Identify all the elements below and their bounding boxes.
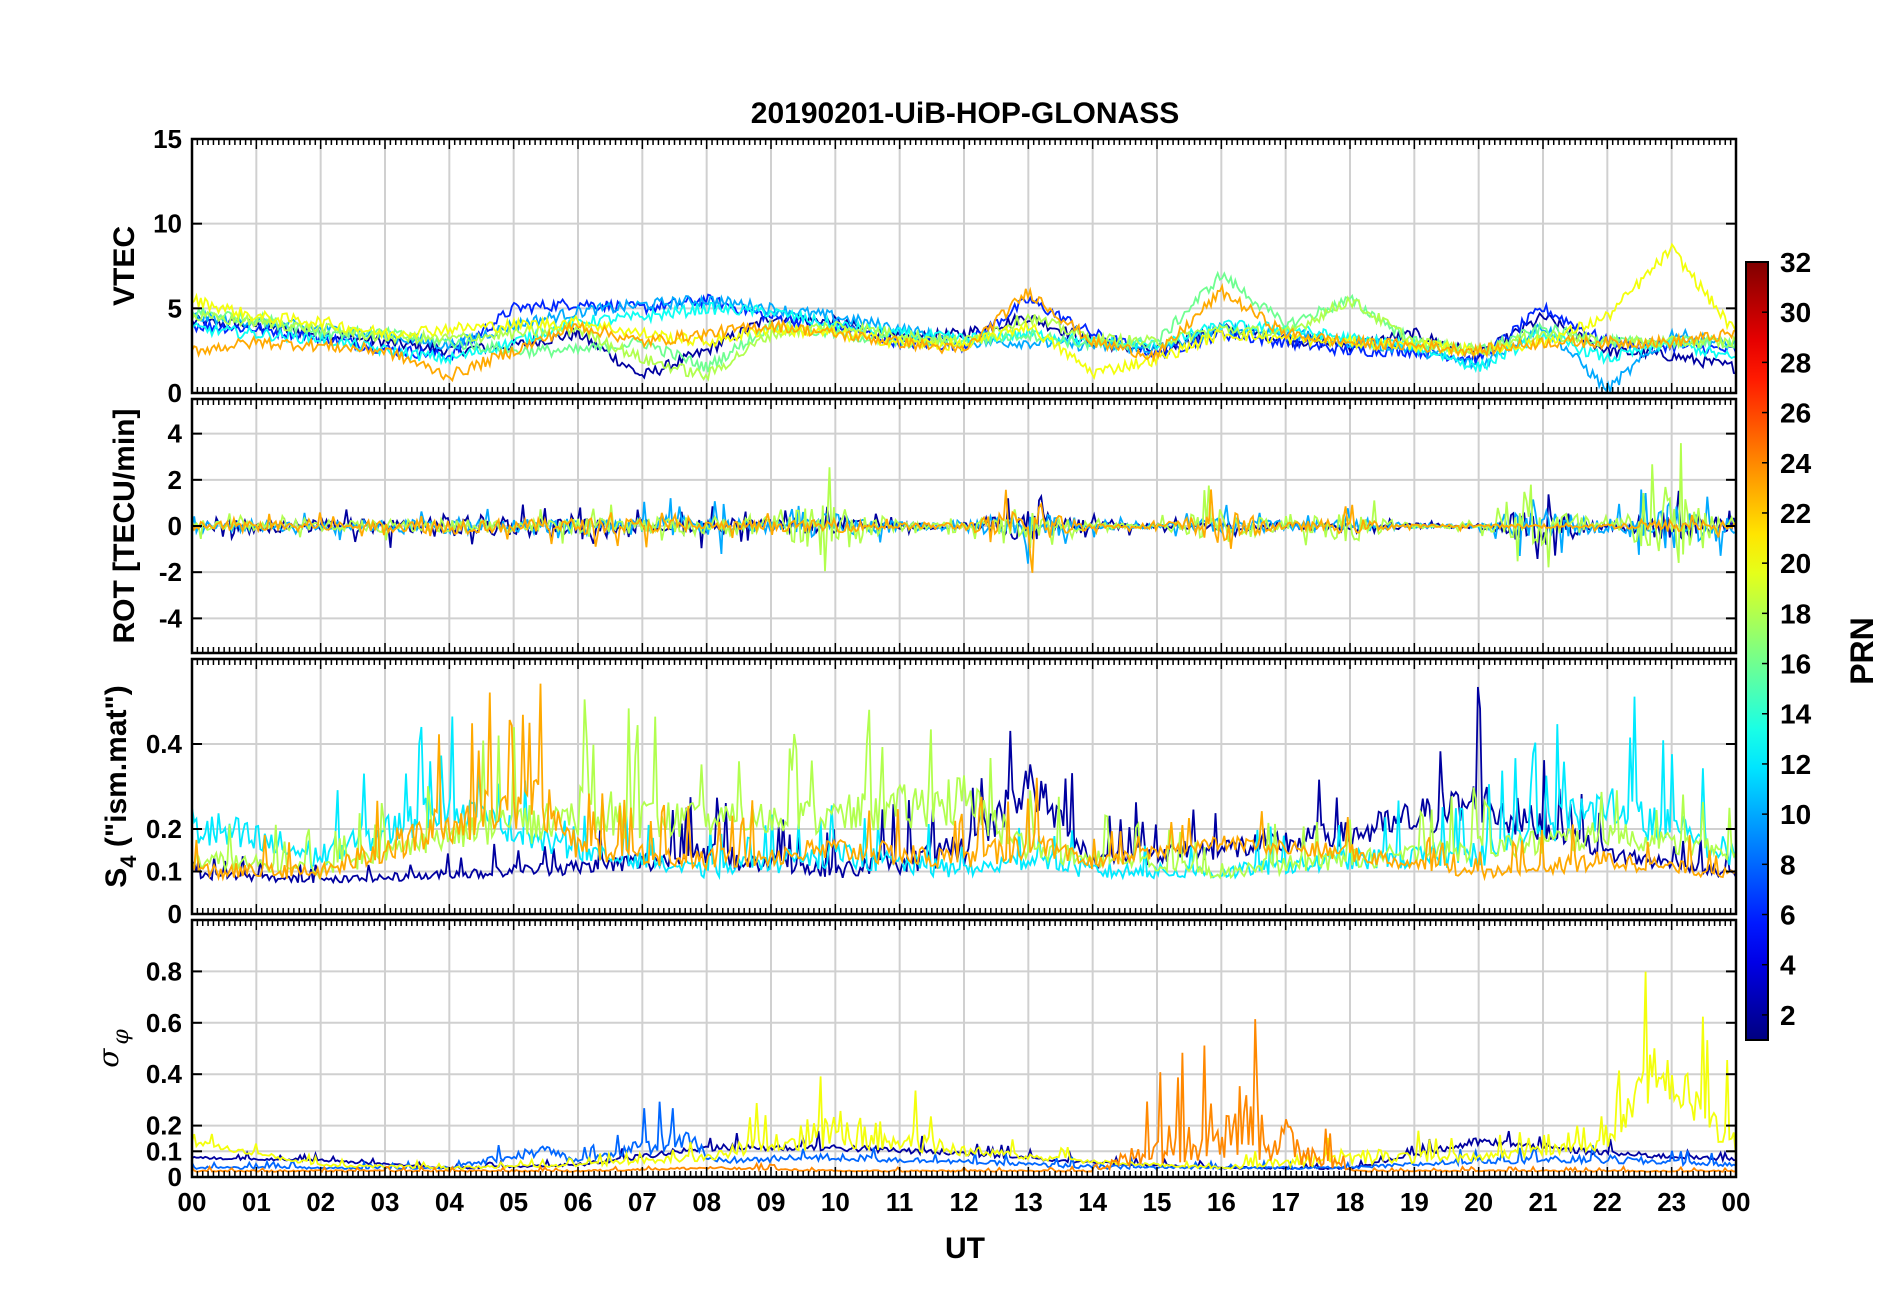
x-tick-label: 16 [1207,1187,1236,1217]
series-group-rot [192,443,1736,573]
panel-rot: -4 -2 0 2 4 ROT [TECU/min] [108,397,1738,655]
series-rot-prn-23 [192,489,1736,573]
colorbar-tick-label: 6 [1780,900,1796,931]
colorbar-label: PRN [1844,617,1880,685]
colorbar-tick-label: 12 [1780,749,1811,780]
x-tick-label: 11 [886,1187,914,1217]
x-tick-label: 07 [628,1187,657,1217]
x-tick-label: 08 [692,1187,721,1217]
x-tick-label: 01 [242,1187,271,1217]
y-tick-label-rot: 0 [168,511,182,541]
y-tick-label-s4: 0 [168,899,182,929]
colorbar-tick-label: 16 [1780,649,1811,680]
x-tick-label: 20 [1464,1187,1493,1217]
colorbar-tick-label: 24 [1780,448,1812,479]
series-group-s4 [192,683,1736,885]
series-s4-prn-23 [192,683,1736,882]
y-tick-label-sigma_phi: 0.8 [146,956,182,986]
y-tick-label-vtec: 0 [168,378,182,408]
y-tick-label-rot: -4 [159,603,183,633]
grid-sigma_phi [191,920,1737,1178]
x-tick-label: 06 [564,1187,593,1217]
x-tick-label: 12 [950,1187,979,1217]
x-minor-ticks-sigma_phi [191,920,1737,1177]
x-tick-label: 19 [1400,1187,1429,1217]
chart-title: 20190201-UiB-HOP-GLONASS [751,97,1179,130]
y-tick-label-rot: 2 [168,465,182,495]
x-tick-label: 02 [306,1187,335,1217]
y-axis-label-vtec: VTEC [108,226,141,306]
x-tick-label: 00 [178,1187,207,1217]
y-tick-label-s4: 0.1 [146,857,182,887]
x-tick-label: 10 [821,1187,850,1217]
y-axis-label-rot: ROT [TECU/min] [108,409,141,644]
x-tick-label: 09 [757,1187,786,1217]
colorbar-tick-label: 14 [1780,699,1812,730]
y-tick-label-rot: 4 [168,419,183,449]
x-minor-ticks-s4 [191,659,1737,914]
x-tick-label: 04 [435,1187,464,1217]
colorbar-tick-label: 8 [1780,849,1796,880]
panel-sigma_phi: 00.10.2 0.4 0.6 0.8 σφ 00 01 02 03 04 05 06 07 08 09 10… [92,918,1751,1217]
panel-s4: 0 0.1 0.2 0.4S4 ("ism.mat") [100,657,1738,929]
colorbar-tick-label: 32 [1780,247,1811,278]
colorbar-tick-label: 30 [1780,297,1811,328]
x-tick-label: 13 [1014,1187,1043,1217]
y-tick-label-sigma_phi: 0.4 [146,1059,183,1089]
x-tick-label: 23 [1657,1187,1686,1217]
series-vtec-prn-23 [192,282,1736,383]
y-tick-label-vtec: 5 [168,293,182,323]
x-tick-label: 21 [1529,1187,1558,1217]
y-tick-label-s4: 0.4 [146,729,183,759]
y-axis-label-s4: S4 ("ism.mat") [100,685,141,887]
colorbar-tick-label: 18 [1780,598,1811,629]
y-tick-label-vtec: 15 [153,124,182,154]
colorbar-tick-label: 26 [1780,398,1811,429]
y-tick-label-sigma_phi: 0 [168,1162,182,1192]
y-tick-label-s4: 0.2 [146,814,182,844]
colorbar-tick-label: 22 [1780,498,1811,529]
y-tick-label-sigma_phi: 0.2 [146,1111,182,1141]
x-tick-label: 05 [499,1187,528,1217]
x-axis-label: UT [945,1232,985,1265]
x-tick-label: 15 [1143,1187,1172,1217]
y-axis-label-sigma_phi: σφ [92,1029,134,1068]
y-tick-label-sigma_phi: 0.1 [146,1136,182,1166]
x-tick-label: 00 [1722,1187,1751,1217]
y-tick-label-sigma_phi: 0.6 [146,1008,182,1038]
x-tick-label: 03 [371,1187,400,1217]
x-minor-ticks-vtec [191,139,1737,393]
y-tick-label-vtec: 10 [153,209,182,239]
colorbar-tick-label: 10 [1780,799,1811,830]
colorbar-tick-label: 4 [1780,950,1796,981]
x-tick-label: 14 [1078,1187,1107,1217]
series-group-vtec [192,242,1736,393]
colorbar-tick-label: 28 [1780,347,1811,378]
colorbar-tick-label: 2 [1780,1000,1796,1031]
x-tick-label: 22 [1593,1187,1622,1217]
y-tick-label-rot: -2 [159,557,182,587]
x-minor-ticks-rot [191,399,1737,653]
x-tick-label: 17 [1271,1187,1300,1217]
colorbar-tick-label: 20 [1780,548,1811,579]
x-tick-label: 18 [1336,1187,1365,1217]
panel-vtec: 0 5 10 15 VTEC [108,124,1738,408]
colorbar-scale [1745,261,1769,1041]
